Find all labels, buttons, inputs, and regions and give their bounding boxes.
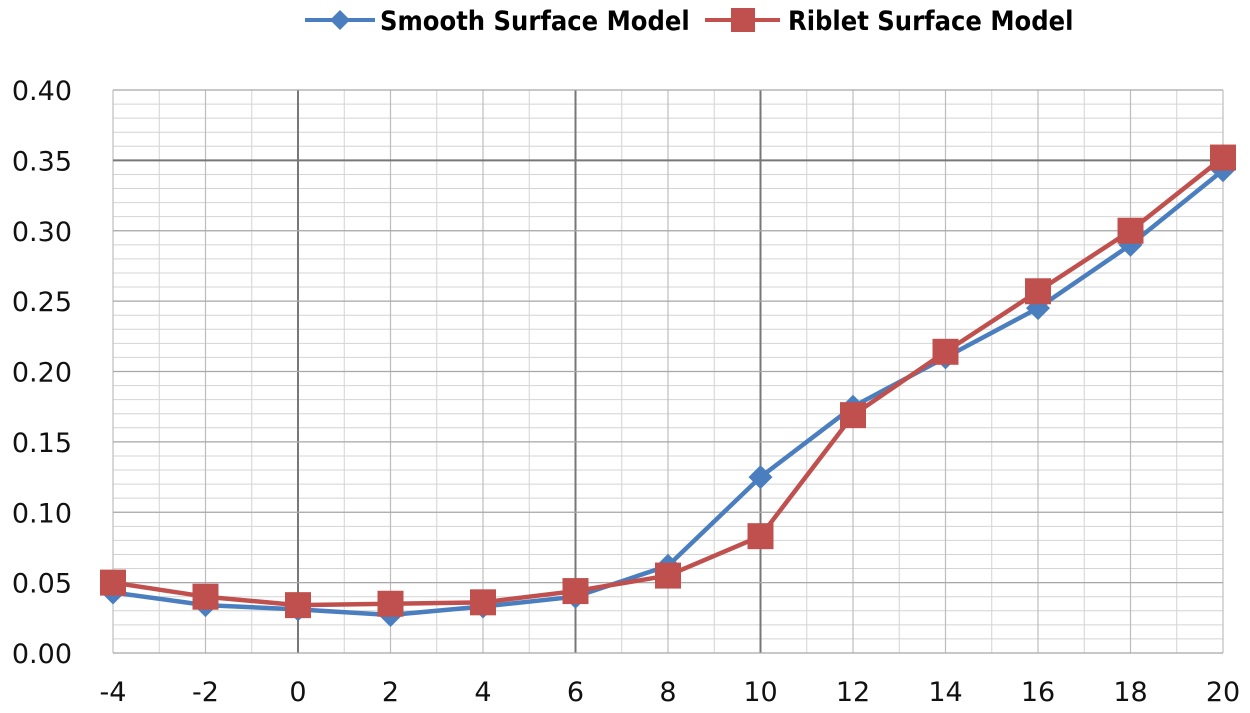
y-tick-label: 0.05: [12, 569, 72, 600]
data-point-riblet: [1210, 144, 1236, 171]
data-point-riblet: [470, 589, 496, 616]
data-point-riblet: [1025, 278, 1051, 305]
data-point-smooth: [748, 465, 773, 490]
y-tick-label: 0.40: [12, 76, 72, 107]
x-tick-label: 16: [1021, 677, 1055, 708]
legend-smooth-label: Smooth Surface Model: [380, 6, 690, 37]
data-point-riblet: [192, 583, 219, 610]
x-axis-tick-labels: -4 -2 0 2 4 6 8 10 12 14 16 18 20: [100, 677, 1241, 708]
legend: Smooth Surface Model Riblet Surface Mode…: [305, 6, 1073, 37]
x-tick-label: 18: [1113, 677, 1147, 708]
data-point-riblet: [1117, 217, 1144, 244]
series-riblet: [100, 144, 1236, 619]
y-tick-label: 0.15: [12, 428, 72, 459]
data-point-riblet: [100, 569, 126, 596]
x-tick-label: 14: [928, 677, 962, 708]
x-tick-label: 2: [382, 677, 399, 708]
legend-riblet-label: Riblet Surface Model: [788, 6, 1073, 37]
x-tick-label: 6: [567, 677, 584, 708]
y-tick-label: 0.30: [12, 217, 72, 248]
series-layer: [100, 144, 1236, 627]
data-point-riblet: [840, 402, 866, 429]
data-point-riblet: [747, 523, 774, 550]
y-axis-tick-labels: 0.00 0.05 0.10 0.15 0.20 0.25 0.30 0.35 0.40: [12, 76, 72, 670]
legend-smooth-diamond-marker: [330, 10, 350, 30]
data-point-riblet: [932, 338, 959, 365]
x-tick-label: -4: [100, 677, 127, 708]
data-point-riblet: [655, 562, 681, 589]
x-tick-label: 10: [743, 677, 777, 708]
legend-item-smooth: Smooth Surface Model: [305, 6, 690, 37]
data-point-riblet: [285, 592, 311, 619]
major-gridlines: [112, 89, 1224, 654]
x-tick-label: 4: [474, 677, 491, 708]
y-tick-label: 0.35: [12, 146, 72, 177]
x-tick-label: 8: [659, 677, 676, 708]
data-point-riblet: [377, 590, 404, 617]
x-tick-label: 0: [289, 677, 306, 708]
y-tick-label: 0.25: [12, 287, 72, 318]
y-tick-label: 0.00: [12, 639, 72, 670]
y-tick-label: 0.10: [12, 498, 72, 529]
legend-item-riblet: Riblet Surface Model: [705, 6, 1073, 37]
data-point-riblet: [562, 578, 589, 605]
x-tick-label: -2: [192, 677, 219, 708]
legend-riblet-square-marker: [731, 8, 755, 32]
x-tick-label: 12: [836, 677, 870, 708]
x-tick-label: 20: [1206, 677, 1240, 708]
y-tick-label: 0.20: [12, 358, 72, 389]
